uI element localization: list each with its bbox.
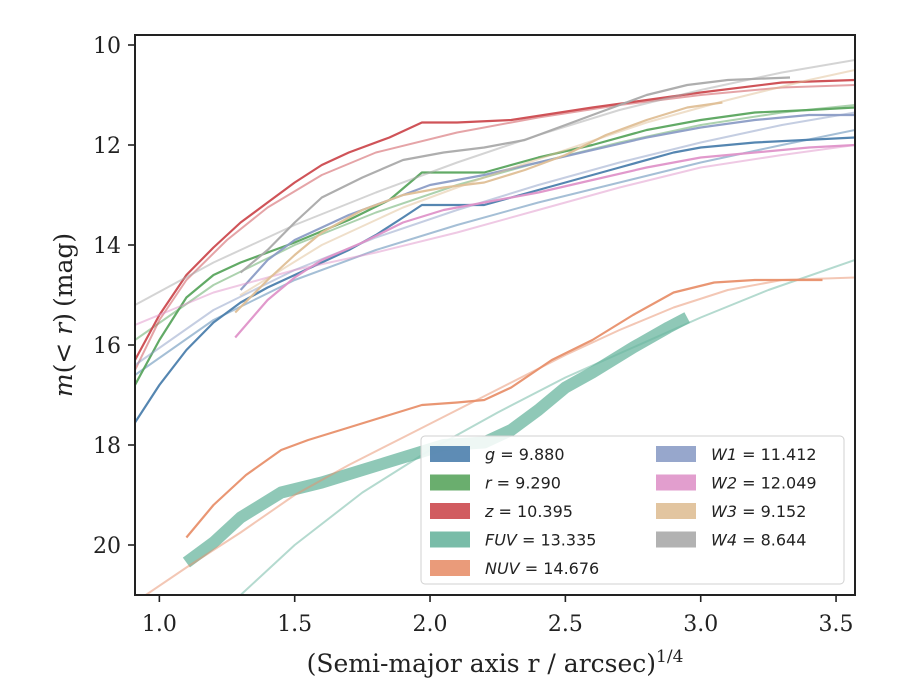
y-tick-label: 14 <box>93 234 121 259</box>
legend-value-r: = 9.290 <box>492 474 561 493</box>
y-tick-label: 10 <box>93 34 121 59</box>
x-tick-label: 2.5 <box>548 612 583 637</box>
series-W3-line <box>234 101 723 314</box>
legend-swatch-W3 <box>656 503 696 519</box>
series-W4-fit <box>135 59 855 306</box>
series-FUV-fit <box>239 259 855 595</box>
legend-swatch-W2 <box>656 474 696 491</box>
x-tick-label: 2.0 <box>413 612 448 637</box>
legend-band-FUV: FUV <box>485 531 518 550</box>
legend-value-W1: = 11.412 <box>737 445 817 464</box>
legend-band-W2: W2 <box>711 474 737 493</box>
legend-label-W4: W4 = 8.644 <box>711 531 806 550</box>
plot-frame <box>134 34 856 596</box>
legend-band-NUV: NUV <box>485 559 521 578</box>
series-z-fit <box>135 84 855 371</box>
legend-swatch-z <box>430 503 470 519</box>
ticks-layer: 1.0 1.5 2.0 2.5 3.0 3.5 10 12 14 16 18 20 <box>93 34 854 637</box>
legend-swatch-FUV <box>430 531 470 548</box>
legend-swatch-W4 <box>656 531 696 548</box>
y-axis-label: m(< r) (mag) <box>49 233 78 397</box>
legend-value-NUV: = 14.676 <box>520 559 600 578</box>
y-axis-label-r: r <box>49 321 78 335</box>
legend-band-W4: W4 <box>711 531 737 550</box>
legend-value-FUV: = 13.335 <box>517 531 597 550</box>
legend-label-W3: W3 = 9.152 <box>711 502 806 521</box>
x-tick-label: 3.5 <box>819 612 854 637</box>
legend-label-W2: W2 = 12.049 <box>711 474 817 493</box>
legend-band-z: z <box>484 502 494 521</box>
series-NUV-line <box>185 278 823 539</box>
legend-label-NUV: NUV = 14.676 <box>485 559 599 578</box>
series-W1-fit <box>135 111 855 366</box>
y-axis-label-m: m <box>49 373 78 397</box>
series-W2-line <box>234 143 855 339</box>
legend-band-W1: W1 <box>711 445 737 464</box>
legend-label-g: g = 9.880 <box>485 445 565 464</box>
y-tick-label: 20 <box>93 534 121 559</box>
legend-swatch-g <box>430 446 470 462</box>
legend-value-W3: = 9.152 <box>737 502 806 521</box>
legend-label-r: r = 9.290 <box>485 474 561 493</box>
legend-swatch-NUV <box>430 560 470 576</box>
y-axis-label-lt: (< <box>49 335 78 374</box>
series-g-fit <box>135 129 855 376</box>
y-axis-label-close: ) <box>49 313 78 323</box>
x-tick-label: 1.5 <box>277 612 312 637</box>
legend-label-W1: W1 = 11.412 <box>711 445 817 464</box>
legend-value-g: = 9.880 <box>495 445 564 464</box>
legend-band-W3: W3 <box>711 502 737 521</box>
series-W2-fit <box>135 144 855 326</box>
y-axis-label-unit: (mag) <box>49 233 78 307</box>
legend-swatch-W1 <box>656 446 696 462</box>
series-NUV-fit <box>144 276 855 595</box>
legend-band-g: g <box>485 445 495 464</box>
series-W3-fit <box>239 69 855 296</box>
legend-swatch-r <box>430 474 470 491</box>
series-W1-line <box>239 113 855 291</box>
legend-label-z: z = 10.395 <box>484 502 573 521</box>
x-tick-label: 3.0 <box>683 612 718 637</box>
y-tick-label: 12 <box>93 134 121 159</box>
legend-value-W4: = 8.644 <box>737 531 806 550</box>
y-tick-label: 16 <box>93 334 121 359</box>
legend-box <box>420 435 845 585</box>
y-tick-label: 18 <box>93 434 121 459</box>
series-layer <box>135 59 855 595</box>
x-axis-label-exponent: 1/4 <box>656 647 683 667</box>
series-W4-line <box>239 76 791 274</box>
series-r-line <box>135 106 855 386</box>
x-tick-label: 1.0 <box>142 612 177 637</box>
x-axis-label-text: (Semi-major axis r / arcsec) <box>307 649 656 678</box>
legend-label-FUV: FUV = 13.335 <box>485 531 596 550</box>
x-axis-label: (Semi-major axis r / arcsec)1/4 <box>307 647 684 678</box>
legend-value-z: = 10.395 <box>493 502 573 521</box>
legend-value-W2: = 12.049 <box>737 474 817 493</box>
legend-band-r: r <box>485 474 493 493</box>
series-g-line <box>135 136 855 424</box>
